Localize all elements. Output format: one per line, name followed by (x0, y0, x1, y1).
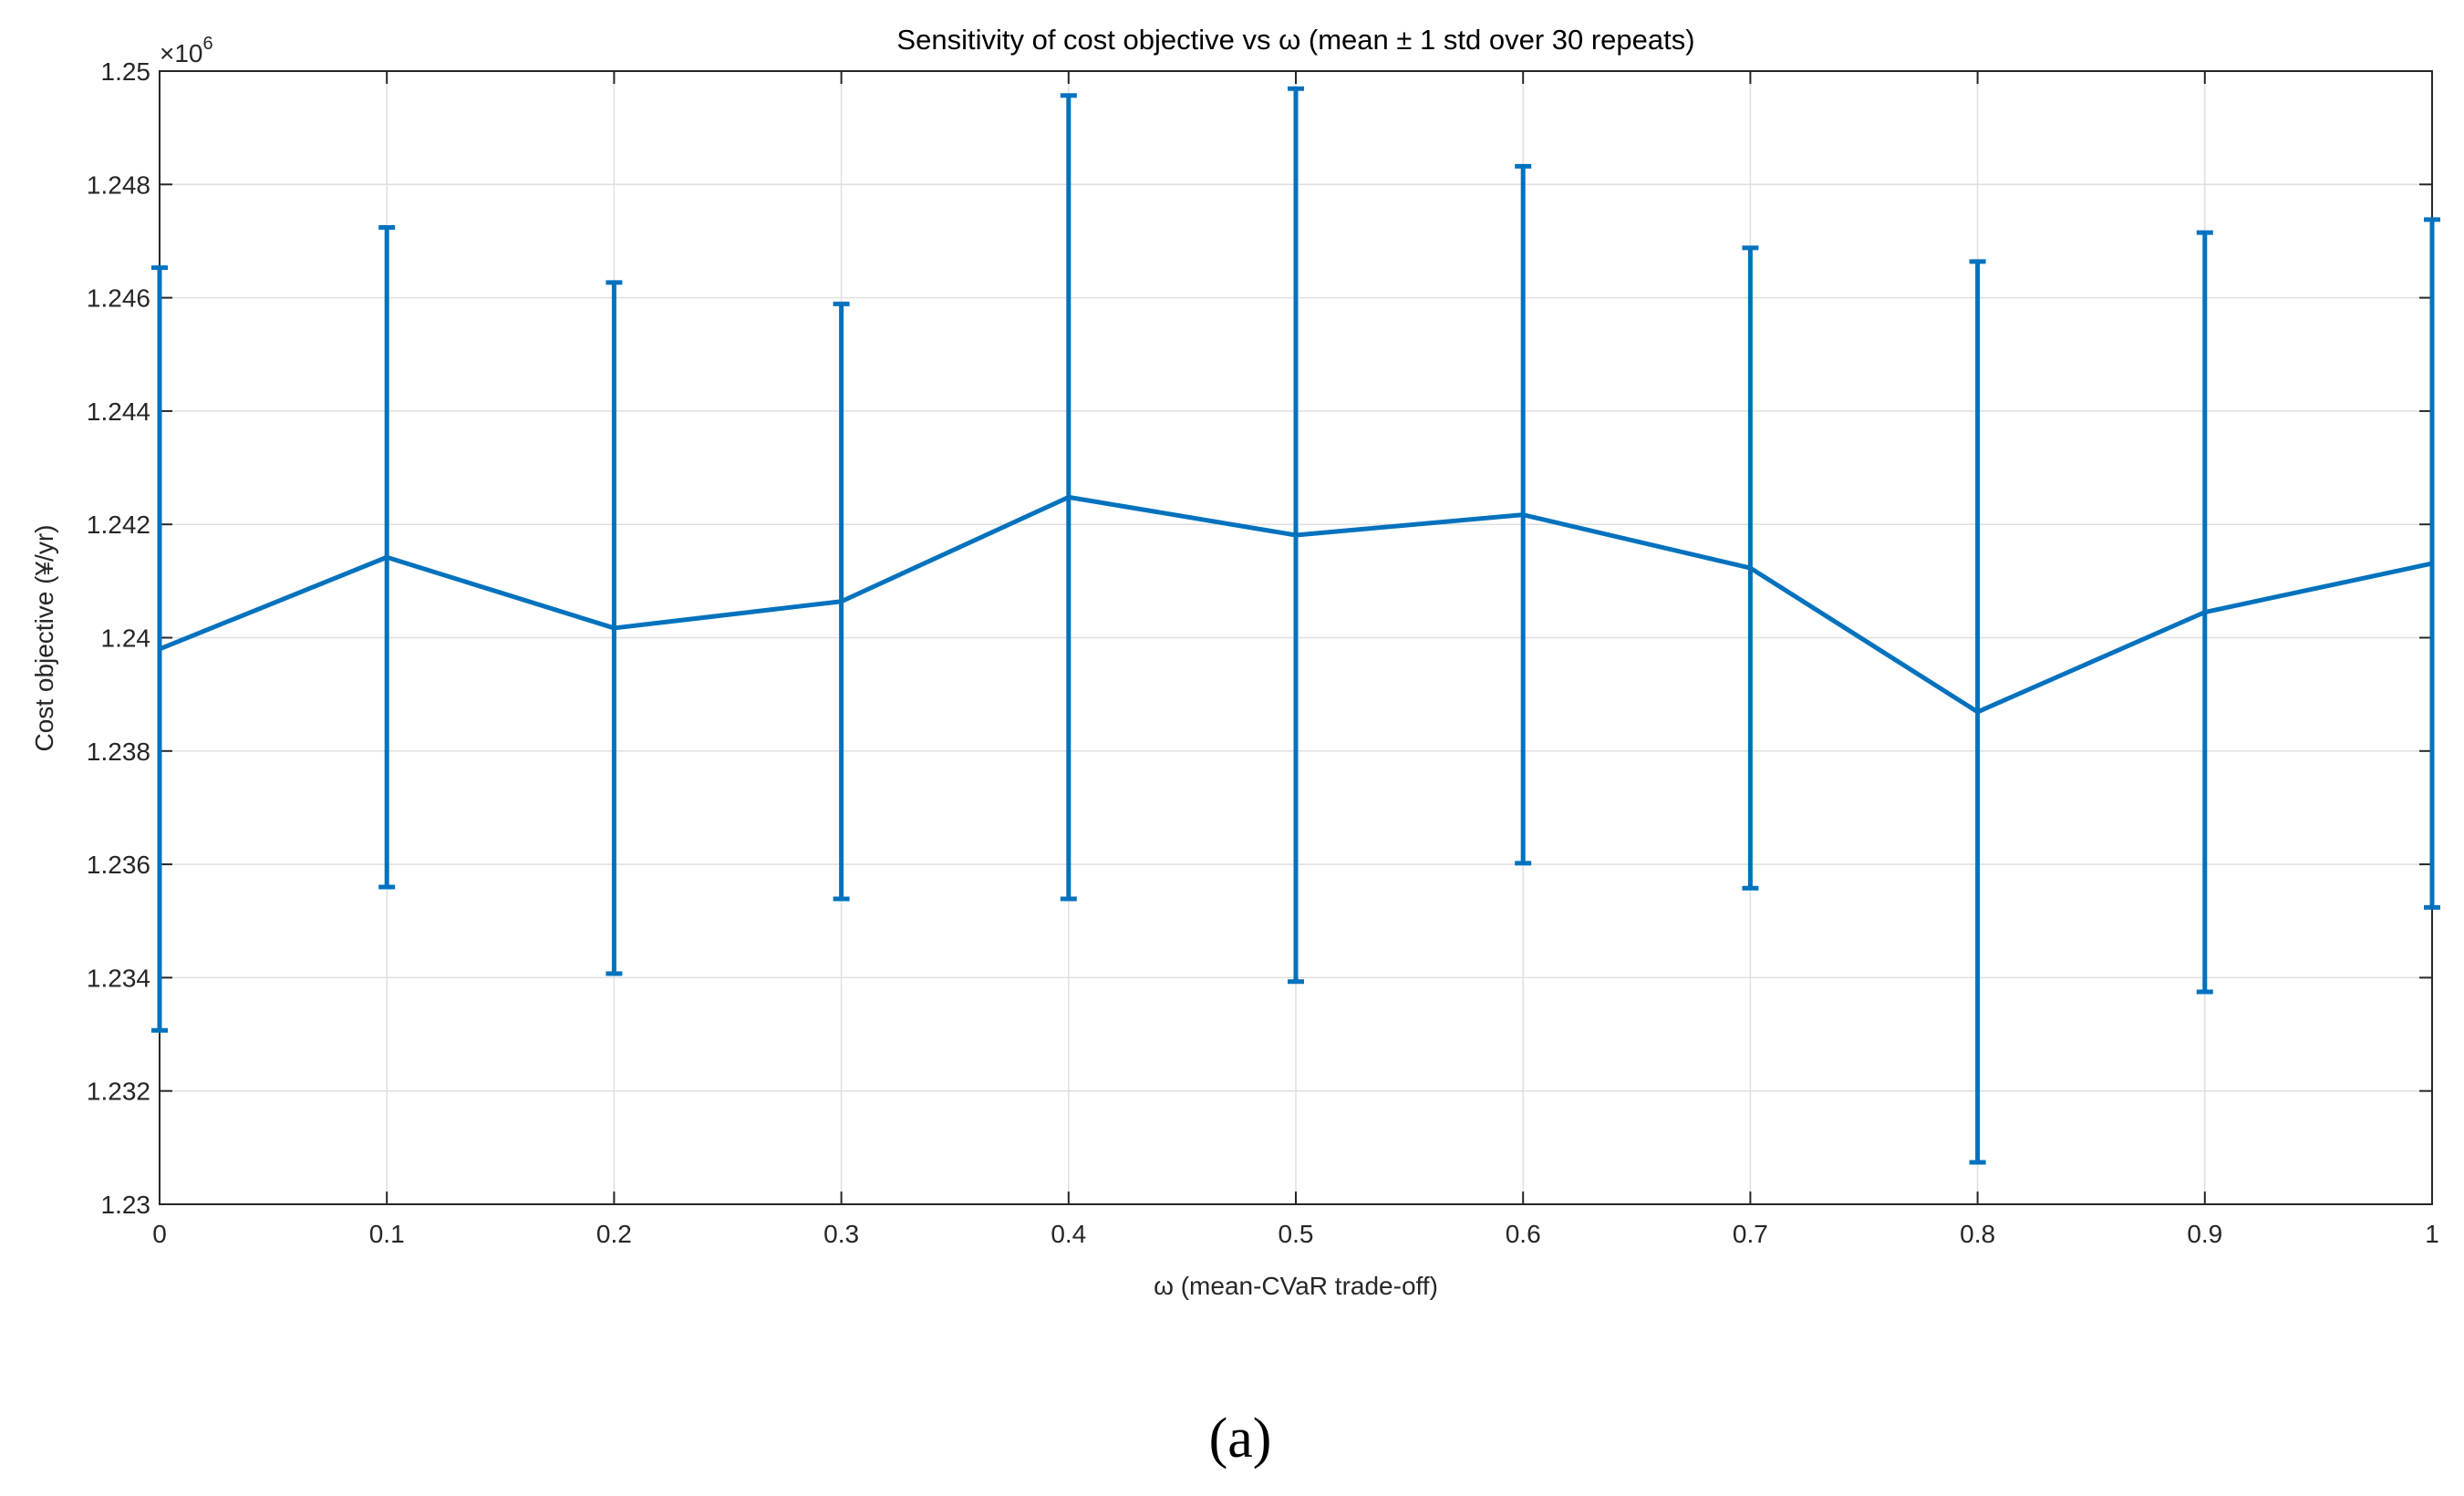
y-tick-label: 1.236 (87, 851, 150, 879)
y-tick-label: 1.24 (101, 624, 151, 653)
y-tick-label: 1.244 (87, 397, 150, 426)
chart-title: Sensitivity of cost objective vs ω (mean… (896, 24, 1694, 56)
x-tick-label: 0.9 (2187, 1220, 2222, 1248)
x-tick-label: 0.7 (1733, 1220, 1768, 1248)
y-tick-label: 1.23 (101, 1191, 151, 1219)
y-tick-label: 1.246 (87, 284, 150, 313)
y-tick-label: 1.238 (87, 738, 150, 766)
x-tick-label: 0.3 (823, 1220, 859, 1248)
y-axis-label: Cost objective (¥/yr) (30, 525, 58, 752)
y-tick-label: 1.25 (101, 57, 151, 86)
x-tick-label: 0.5 (1279, 1220, 1314, 1248)
y-tick-label: 1.248 (87, 170, 150, 199)
y-exponent-base: ×10 (160, 39, 203, 67)
y-tick-label: 1.234 (87, 964, 150, 992)
x-tick-label: 0.6 (1506, 1220, 1541, 1248)
y-exponent: ×106 (160, 34, 213, 67)
x-tick-label: 0.2 (596, 1220, 632, 1248)
x-tick-label: 0.8 (1960, 1220, 1995, 1248)
x-tick-label: 0 (152, 1220, 167, 1248)
x-tick-label: 1 (2425, 1220, 2439, 1248)
x-tick-label: 0.1 (369, 1220, 405, 1248)
x-axis-label: ω (mean-CVaR trade-off) (1154, 1272, 1438, 1300)
x-tick-label: 0.4 (1051, 1220, 1086, 1248)
y-tick-label: 1.242 (87, 511, 150, 539)
y-exponent-power: 6 (203, 34, 213, 54)
caption: (a) (1209, 1408, 1272, 1470)
data-line (159, 494, 2433, 715)
y-tick-label: 1.232 (87, 1078, 150, 1106)
